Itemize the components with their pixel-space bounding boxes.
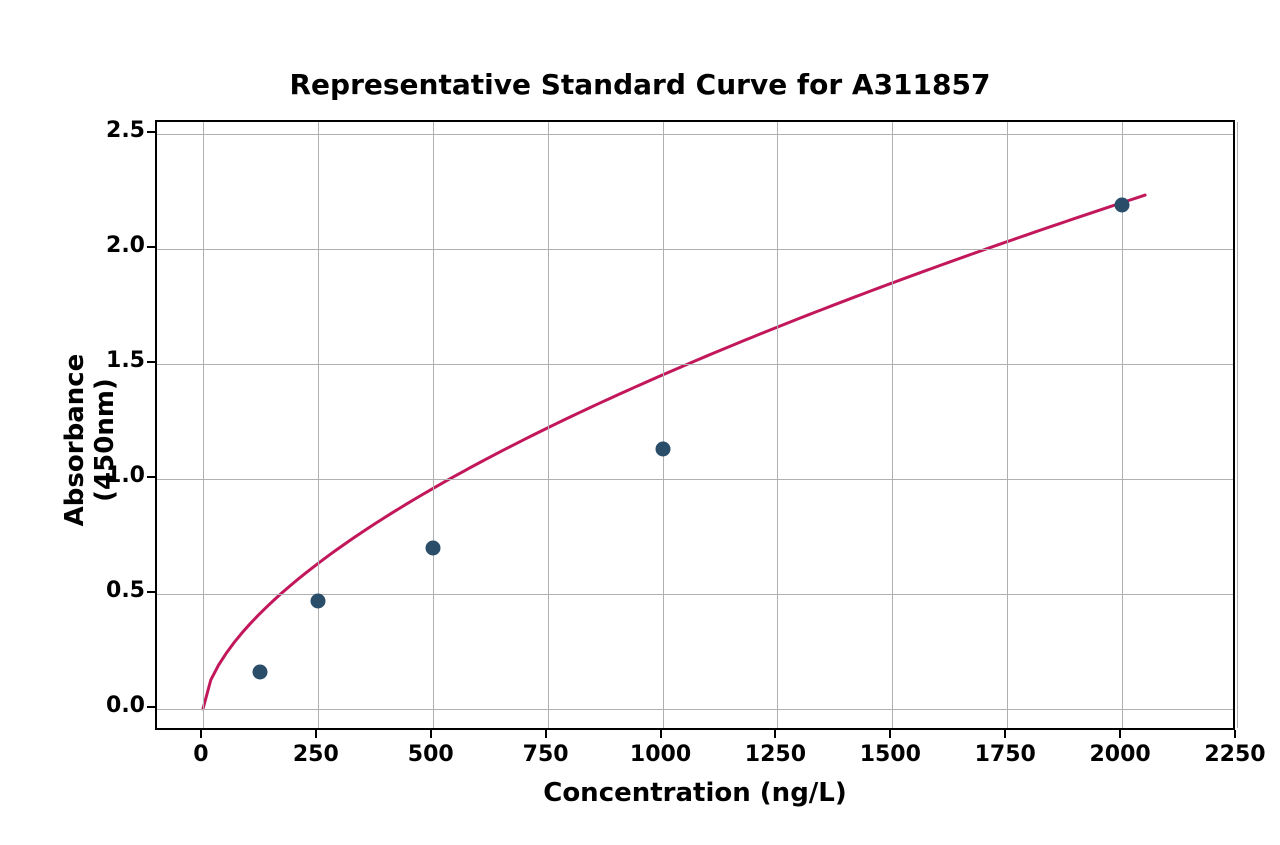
x-tick-mark	[660, 730, 662, 738]
x-tick-label: 750	[511, 742, 581, 767]
data-point	[655, 441, 670, 456]
x-tick-label: 1750	[970, 742, 1040, 767]
gridline-vertical	[433, 122, 434, 728]
fit-curve	[157, 122, 1237, 732]
x-tick-label: 0	[166, 742, 236, 767]
y-tick-mark	[147, 476, 155, 478]
chart-title: Representative Standard Curve for A31185…	[0, 68, 1280, 101]
y-tick-label: 1.5	[95, 348, 145, 373]
y-tick-mark	[147, 706, 155, 708]
y-tick-mark	[147, 361, 155, 363]
data-point	[253, 665, 268, 680]
gridline-vertical	[1122, 122, 1123, 728]
fit-curve-path	[203, 195, 1145, 709]
y-tick-mark	[147, 131, 155, 133]
y-tick-mark	[147, 591, 155, 593]
x-tick-mark	[1004, 730, 1006, 738]
gridline-vertical	[1237, 122, 1238, 728]
x-axis-label: Concentration (ng/L)	[155, 778, 1235, 808]
gridline-horizontal	[157, 249, 1233, 250]
data-point	[310, 593, 325, 608]
x-tick-mark	[1234, 730, 1236, 738]
data-point	[1115, 197, 1130, 212]
y-tick-label: 1.0	[95, 463, 145, 488]
y-tick-label: 2.0	[95, 233, 145, 258]
plot-area	[155, 120, 1235, 730]
x-tick-label: 250	[281, 742, 351, 767]
x-tick-mark	[774, 730, 776, 738]
x-tick-label: 500	[396, 742, 466, 767]
y-tick-label: 0.5	[95, 578, 145, 603]
y-tick-label: 2.5	[95, 118, 145, 143]
y-axis-label: Absorbance (450nm)	[60, 290, 120, 590]
x-tick-label: 1000	[626, 742, 696, 767]
gridline-vertical	[892, 122, 893, 728]
x-tick-mark	[430, 730, 432, 738]
gridline-vertical	[777, 122, 778, 728]
gridline-horizontal	[157, 479, 1233, 480]
gridline-horizontal	[157, 134, 1233, 135]
gridline-horizontal	[157, 709, 1233, 710]
gridline-vertical	[548, 122, 549, 728]
gridline-horizontal	[157, 364, 1233, 365]
x-tick-label: 1250	[740, 742, 810, 767]
x-tick-mark	[1119, 730, 1121, 738]
x-tick-mark	[200, 730, 202, 738]
x-tick-mark	[889, 730, 891, 738]
x-tick-label: 1500	[855, 742, 925, 767]
chart-container: Representative Standard Curve for A31185…	[0, 0, 1280, 845]
gridline-vertical	[318, 122, 319, 728]
gridline-vertical	[1007, 122, 1008, 728]
x-tick-mark	[545, 730, 547, 738]
x-tick-label: 2250	[1200, 742, 1270, 767]
gridline-vertical	[203, 122, 204, 728]
data-point	[425, 540, 440, 555]
y-tick-mark	[147, 246, 155, 248]
gridline-vertical	[663, 122, 664, 728]
x-tick-mark	[315, 730, 317, 738]
x-tick-label: 2000	[1085, 742, 1155, 767]
y-tick-label: 0.0	[95, 693, 145, 718]
